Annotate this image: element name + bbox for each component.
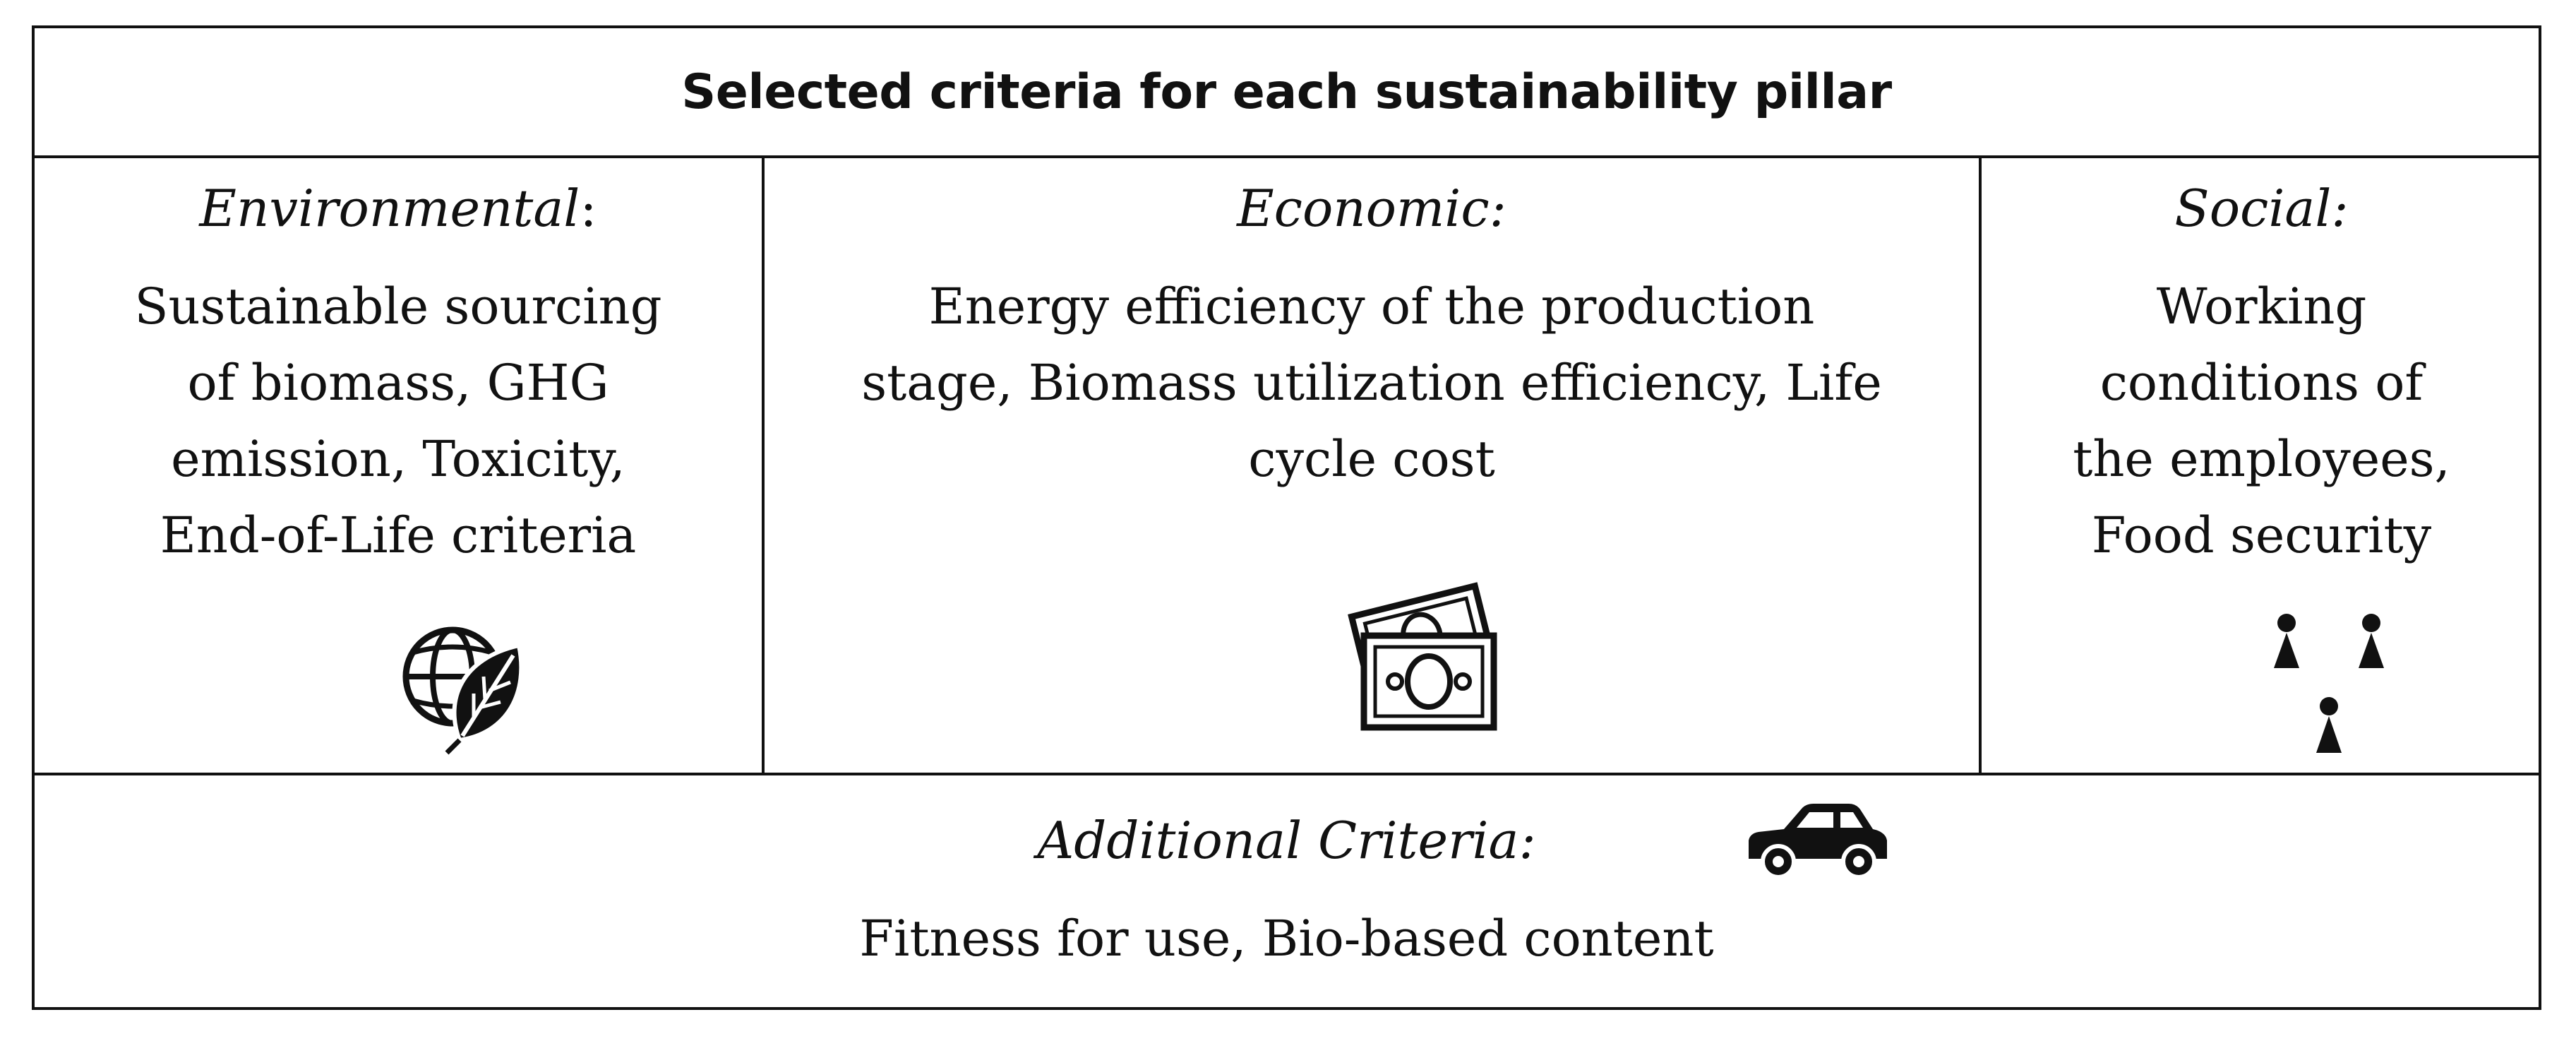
person-bottom-icon xyxy=(2316,697,2342,753)
environmental-heading-colon: : xyxy=(580,179,597,238)
environmental-line: End-of-Life criteria xyxy=(160,506,637,564)
economic-line: cycle cost xyxy=(1248,430,1495,488)
table-title: Selected criteria for each sustainabilit… xyxy=(681,64,1892,120)
social-line: Food security xyxy=(2091,506,2432,564)
people-icon xyxy=(2274,614,2384,753)
column-divider-1 xyxy=(762,155,765,773)
economic-line: Energy efficiency of the production xyxy=(928,278,1815,335)
economic-heading: Economic: xyxy=(1237,179,1506,238)
environmental-line: of biomass, GHG xyxy=(187,354,609,412)
car-icon xyxy=(1749,804,1887,879)
social-line: conditions of xyxy=(2099,354,2424,412)
environmental-cell: Environmental: Sustainable sourcing of b… xyxy=(35,177,762,573)
economic-cell: Economic: Energy efficiency of the produ… xyxy=(765,177,1979,497)
social-criteria: Working conditions of the employees, Foo… xyxy=(1982,268,2541,573)
environmental-line: emission, Toxicity, xyxy=(171,430,625,488)
additional-heading: Additional Criteria: xyxy=(1037,811,1536,870)
economic-line: stage, Biomass utilization efficiency, L… xyxy=(861,354,1882,412)
person-left-icon xyxy=(2274,614,2299,668)
economic-criteria: Energy efficiency of the production stag… xyxy=(765,268,1979,497)
environmental-heading-text: Environmental xyxy=(199,179,580,238)
additional-criteria: Fitness for use, Bio-based content xyxy=(859,910,1714,968)
person-right-icon xyxy=(2359,614,2384,668)
social-heading: Social: xyxy=(2174,179,2349,238)
environmental-criteria: Sustainable sourcing of biomass, GHG emi… xyxy=(35,268,762,573)
environmental-line: Sustainable sourcing xyxy=(134,278,662,335)
additional-divider xyxy=(35,773,2539,775)
globe-leaf-icon xyxy=(402,626,524,755)
social-cell: Social: Working conditions of the employ… xyxy=(1982,177,2541,573)
column-divider-2 xyxy=(1979,155,1982,773)
additional-cell: Additional Criteria: Fitness for use, Bi… xyxy=(35,809,2539,977)
environmental-heading: Environmental: xyxy=(35,177,762,240)
banknotes-icon xyxy=(1348,582,1497,731)
social-line: the employees, xyxy=(2073,430,2450,488)
title-divider xyxy=(35,155,2539,158)
criteria-table: Selected criteria for each sustainabilit… xyxy=(32,25,2541,1010)
social-line: Working xyxy=(2156,278,2367,335)
